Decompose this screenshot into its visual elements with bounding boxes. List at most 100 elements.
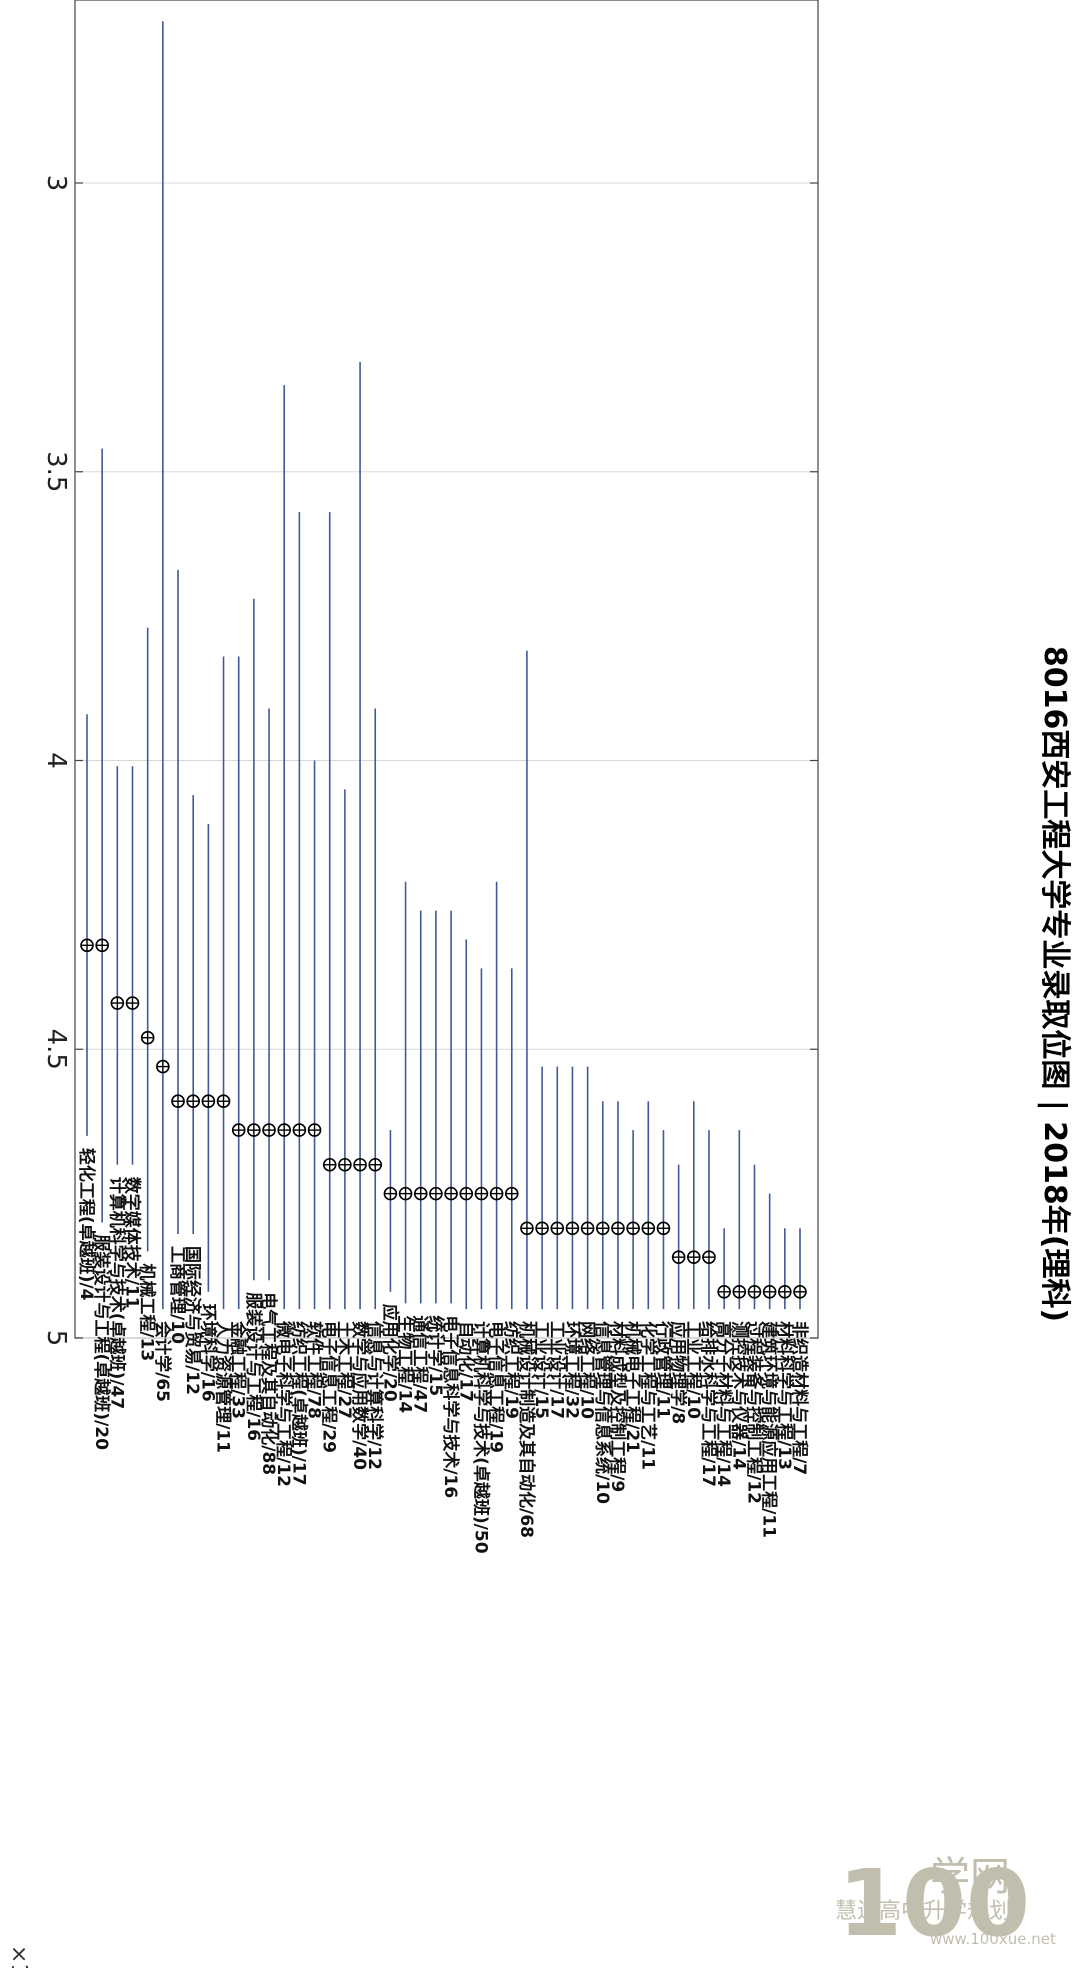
category-label: 非织造材料与工程/7: [789, 1321, 810, 1475]
tick-label: 4: [41, 752, 71, 769]
category-label: 应用化学/20: [379, 1304, 400, 1402]
category-label: 环境工程/32: [561, 1321, 582, 1419]
series-item: 材料科学与工程/13: [774, 1228, 795, 1470]
category-label: 给排水科学与工程/17: [698, 1321, 719, 1487]
category-label: 信息管理与信息系统/10: [592, 1321, 613, 1504]
category-label: 电子信息科学与技术/16: [440, 1315, 461, 1498]
category-label: 应用物理学/8: [668, 1321, 689, 1424]
series-item: 工商管理/10: [167, 569, 188, 1344]
series-item: 建筑环境与能源应用工程/11: [759, 1193, 780, 1538]
category-label: 数字媒体技术/11: [122, 1177, 143, 1309]
series-item: 服装设计与工程(卓越班)/20: [91, 448, 112, 1451]
category-label: 工商管理/10: [167, 1246, 188, 1344]
series-item: 微电子科学与工程/12: [273, 385, 294, 1487]
series-item: 环境工程/32: [561, 1066, 582, 1419]
series-item: 电子信息工程/29: [319, 512, 340, 1453]
watermark-brand: 学网: [930, 1854, 1010, 1900]
series-item: 自动化/17: [455, 939, 476, 1402]
category-label: 机械工程/13: [137, 1263, 158, 1361]
plot-area: 33.544.55轻化工程(卓越班)/4服装设计与工程(卓越班)/20计算机科学…: [41, 0, 819, 1554]
series-item: 给排水科学与工程/17: [698, 1130, 719, 1487]
category-label: 材料科学与工程/13: [774, 1321, 795, 1470]
series-item: 通信工程/47: [410, 910, 431, 1413]
category-label: 测控技术与仪器/14: [728, 1321, 749, 1470]
tick-label: 5: [41, 1330, 71, 1347]
series-item: 服装设计与工程/16: [243, 598, 264, 1441]
axis-exponent-label: ×10⁴: [6, 1945, 31, 1968]
category-label: 纺织工程(卓越班)/17: [288, 1321, 309, 1485]
category-label: 建筑环境与能源应用工程/11: [759, 1321, 780, 1538]
category-label: 生物工程/14: [395, 1315, 416, 1413]
series-item: 生物工程/14: [395, 881, 416, 1413]
series-item: 土木工程/27: [334, 789, 355, 1419]
category-label: 电子信息工程/29: [319, 1321, 340, 1453]
category-label: 工业设计/15: [531, 1321, 552, 1419]
series-item: 化学工程与工艺/11: [637, 1101, 658, 1470]
series-item: 行政管理/11: [652, 1130, 673, 1419]
category-label: 自动化/17: [455, 1321, 476, 1402]
category-label: 高分子材料与工程/14: [713, 1321, 734, 1487]
category-label: 统计学/15: [425, 1315, 446, 1396]
category-label: 电子信息工程/19: [486, 1321, 507, 1453]
category-label: 工业工程/10: [683, 1321, 703, 1419]
category-label: 电气工程及其自动化/88: [258, 1292, 279, 1475]
series-item: 工业设计/17: [546, 1066, 567, 1419]
category-label: 软件工程/78: [304, 1321, 325, 1419]
category-label: 服装设计与工程/16: [243, 1292, 264, 1441]
tick-label: 4.5: [41, 1029, 71, 1070]
series-item: 电气工程及其自动化/88: [258, 708, 279, 1475]
watermark: 100 学网 慧途高中升学规划 www.100xue.net: [835, 1850, 1056, 1957]
series-item: 机械工程/13: [137, 627, 158, 1361]
series-item: 机械电子工程/21: [622, 1130, 643, 1453]
watermark-caption: 慧途高中升学规划: [835, 1899, 1011, 1924]
category-label: 网络工程/10: [577, 1321, 598, 1419]
category-label: 土木工程/27: [334, 1321, 355, 1419]
series-item: 测控技术与仪器/14: [728, 1130, 749, 1470]
series-item: 轻化工程(卓越班)/4: [76, 714, 97, 1301]
series-item: 信息与计算科学/12: [364, 708, 385, 1470]
series-item: 电子信息工程/19: [486, 881, 507, 1453]
series-item: 非织造材料与工程/7: [789, 1228, 810, 1475]
series-item: 会计学/65: [152, 21, 173, 1402]
series-item: 应用物理学/8: [668, 1164, 689, 1424]
category-label: 服装设计与工程(卓越班)/20: [91, 1235, 112, 1451]
series-item: 电子信息科学与技术/16: [440, 910, 461, 1498]
category-label: 信息与计算科学/12: [364, 1321, 385, 1470]
series-item: 信息管理与信息系统/10: [592, 1101, 613, 1504]
chart-title: 8016西安工程大学专业录取位图 | 2018年(理科): [1037, 646, 1072, 1322]
series-item: 环境科学/16: [197, 824, 218, 1402]
category-label: 纺织工程/19: [501, 1321, 522, 1419]
series-item: 软件工程/78: [304, 760, 325, 1419]
category-label: 微电子科学与工程/12: [273, 1320, 294, 1487]
category-label: 计算机科学与技术(卓越班)/47: [106, 1177, 127, 1409]
series-item: 过程装备与控制工程/12: [743, 1164, 764, 1504]
category-label: 金融工程/33: [228, 1320, 249, 1419]
category-label: 轻化工程(卓越班)/4: [76, 1148, 97, 1301]
series-item: 国际经济与贸易/12: [182, 795, 203, 1395]
series-item: 机械设计制造及其自动化/68: [516, 650, 537, 1538]
category-label: 机械设计制造及其自动化/68: [516, 1321, 537, 1538]
series-item: 工业设计/15: [531, 1066, 552, 1419]
series-item: 人力资源管理/11: [213, 656, 234, 1453]
category-label: 材料成型及控制工程/9: [607, 1321, 628, 1492]
category-label: 数学与应用数学/40: [349, 1321, 370, 1470]
category-label: 会计学/65: [152, 1321, 173, 1402]
series-item: 纺织工程(卓越班)/17: [288, 512, 309, 1486]
category-label: 国际经济与贸易/12: [182, 1246, 203, 1395]
category-label: 工业设计/17: [546, 1321, 567, 1419]
category-label: 计算机科学与技术(卓越班)/50: [470, 1321, 491, 1554]
category-label: 环境科学/16: [197, 1304, 218, 1402]
category-label: 机械电子工程/21: [622, 1321, 643, 1453]
series-item: 数学与应用数学/40: [349, 362, 370, 1470]
series-item: 计算机科学与技术(卓越班)/47: [106, 766, 127, 1409]
series-item: 材料成型及控制工程/9: [607, 1101, 628, 1492]
tick-label: 3: [41, 175, 71, 192]
series-item: 高分子材料与工程/14: [713, 1228, 734, 1487]
category-label: 过程装备与控制工程/12: [743, 1321, 764, 1504]
plot-frame: [74, 0, 819, 1339]
series-item: 数字媒体技术/11: [122, 766, 143, 1309]
category-label: 行政管理/11: [652, 1320, 673, 1419]
category-label: 通信工程/47: [410, 1315, 431, 1413]
watermark-logo: 100: [838, 1850, 1030, 1957]
